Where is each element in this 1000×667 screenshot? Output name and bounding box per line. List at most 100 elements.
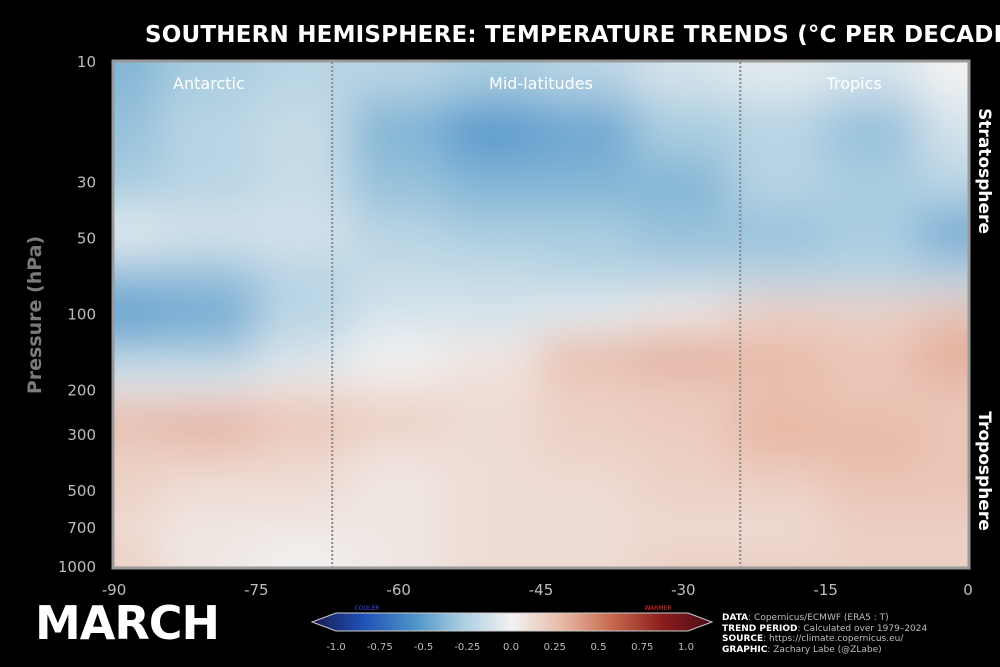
- heatmap-cell: [350, 508, 448, 549]
- heatmap-cell: [729, 293, 827, 338]
- heatmap-cell: [445, 401, 542, 426]
- heatmap-cell: [824, 209, 922, 258]
- heatmap-cell: [919, 546, 968, 567]
- heatmap-cell: [824, 62, 922, 102]
- heatmap-cell: [160, 62, 258, 102]
- y-tick-label: 1000: [58, 558, 96, 576]
- heatmap-cell: [540, 335, 637, 376]
- heatmap-cell: [255, 461, 353, 511]
- heatmap-cell: [160, 209, 258, 258]
- heatmap-cell: [729, 62, 827, 102]
- credit-key: SOURCE: [722, 634, 764, 644]
- heatmap-cell: [919, 401, 968, 426]
- heatmap-cell: [824, 293, 922, 338]
- heatmap-cell: [114, 546, 163, 567]
- heatmap-cell: [445, 461, 542, 511]
- y-tick-label: 200: [67, 382, 96, 400]
- heatmap-cell: [729, 159, 827, 212]
- y-tick-label: 300: [67, 426, 96, 444]
- colorbar-tick-label: -0.25: [454, 642, 480, 653]
- heatmap-cell: [160, 335, 258, 376]
- credit-text: : Calculated over 1979–2024: [797, 623, 928, 634]
- heatmap-cell: [729, 209, 827, 258]
- heatmap-cell: [540, 401, 637, 426]
- heatmap-cell: [824, 159, 922, 212]
- heatmap-cell: [114, 508, 163, 549]
- heatmap-cell: [445, 546, 542, 567]
- colorbar-tick-label: -0.75: [367, 642, 393, 653]
- heatmap-cell: [255, 335, 353, 376]
- heatmap-cell: [255, 209, 353, 258]
- heatmap-cell: [350, 293, 448, 338]
- heatmap-cell: [114, 99, 163, 162]
- heatmap-cell: [729, 423, 827, 464]
- x-tick-label: -60: [386, 581, 411, 599]
- heatmap-cell: [114, 423, 163, 464]
- heatmap-cell: [114, 373, 163, 404]
- heatmap-cell: [114, 335, 163, 376]
- heatmap-cell: [114, 293, 163, 338]
- chart-title: SOUTHERN HEMISPHERE: TEMPERATURE TRENDS …: [145, 22, 1000, 48]
- heatmap-cell: [919, 461, 968, 511]
- heatmap-cell: [729, 335, 827, 376]
- y-tick-label: 50: [77, 229, 96, 247]
- heatmap-cell: [729, 461, 827, 511]
- heatmap-cell: [160, 373, 258, 404]
- heatmap-cell: [824, 99, 922, 162]
- region-dividers: [331, 62, 742, 567]
- credit-line: TREND PERIOD: Calculated over 1979–2024: [722, 624, 927, 635]
- heatmap-cell: [255, 373, 353, 404]
- heatmap-cell: [114, 159, 163, 212]
- heatmap-cell: [540, 62, 637, 102]
- plot-frame: [111, 59, 971, 570]
- heatmap-layer: [114, 62, 968, 567]
- credit-key: GRAPHIC: [722, 644, 768, 655]
- heatmap-cell: [729, 99, 827, 162]
- colorbar-tick-label: 0.5: [591, 642, 607, 653]
- colorbar-bar: [310, 612, 714, 632]
- heatmap-cell: [350, 159, 448, 212]
- heatmap-cell: [729, 401, 827, 426]
- heatmap-cell: [445, 62, 542, 102]
- heatmap-cell: [540, 255, 637, 296]
- heatmap-cell: [919, 62, 968, 102]
- heatmap-cell: [445, 209, 542, 258]
- heatmap-cell: [729, 373, 827, 404]
- heatmap-cell: [540, 423, 637, 464]
- region-label: Tropics: [826, 74, 882, 93]
- colorbar-tick-label: 0.0: [503, 642, 519, 653]
- region-label: Mid-latitudes: [489, 74, 593, 93]
- heatmap-cell: [919, 508, 968, 549]
- heatmap-cell: [114, 461, 163, 511]
- heatmap-cell: [919, 255, 968, 296]
- heatmap-cell: [350, 401, 448, 426]
- heatmap-cell: [255, 255, 353, 296]
- heatmap-cell: [160, 159, 258, 212]
- heatmap-cell: [445, 255, 542, 296]
- heatmap-cell: [540, 159, 637, 212]
- heatmap-cell: [160, 423, 258, 464]
- side-label-troposphere: Troposphere: [974, 411, 994, 530]
- credits-block: DATA: Copernicus/ECMWF (ERA5 : T) TREND P…: [722, 613, 927, 655]
- heatmap-cell: [634, 209, 732, 258]
- heatmap-cell: [350, 335, 448, 376]
- side-label-stratosphere: Stratosphere: [974, 108, 994, 234]
- heatmap-cell: [350, 423, 448, 464]
- heatmap-cell: [824, 461, 922, 511]
- y-axis-label: Pressure (hPa): [24, 236, 46, 394]
- heatmap-cell: [350, 546, 448, 567]
- heatmap-cell: [255, 546, 353, 567]
- heatmap-cell: [255, 159, 353, 212]
- colorbar: COOLER WARMER -1.0 -0.75 -0.5 -0.25 0.0 0.25 0…: [310, 605, 714, 653]
- heatmap-cell: [540, 99, 637, 162]
- heatmap-cell: [445, 508, 542, 549]
- heatmap-cell: [919, 373, 968, 404]
- heatmap-cell: [445, 335, 542, 376]
- x-tick-labels: -90 -75 -60 -45 -30 -15 0: [102, 581, 973, 599]
- credit-line: SOURCE: https://climate.copernicus.eu/: [722, 634, 927, 645]
- credit-text: : Zachary Labe (@ZLabe): [767, 644, 882, 655]
- heatmap-cell: [255, 293, 353, 338]
- heatmap-cell: [919, 99, 968, 162]
- month-label: MARCH: [35, 596, 220, 650]
